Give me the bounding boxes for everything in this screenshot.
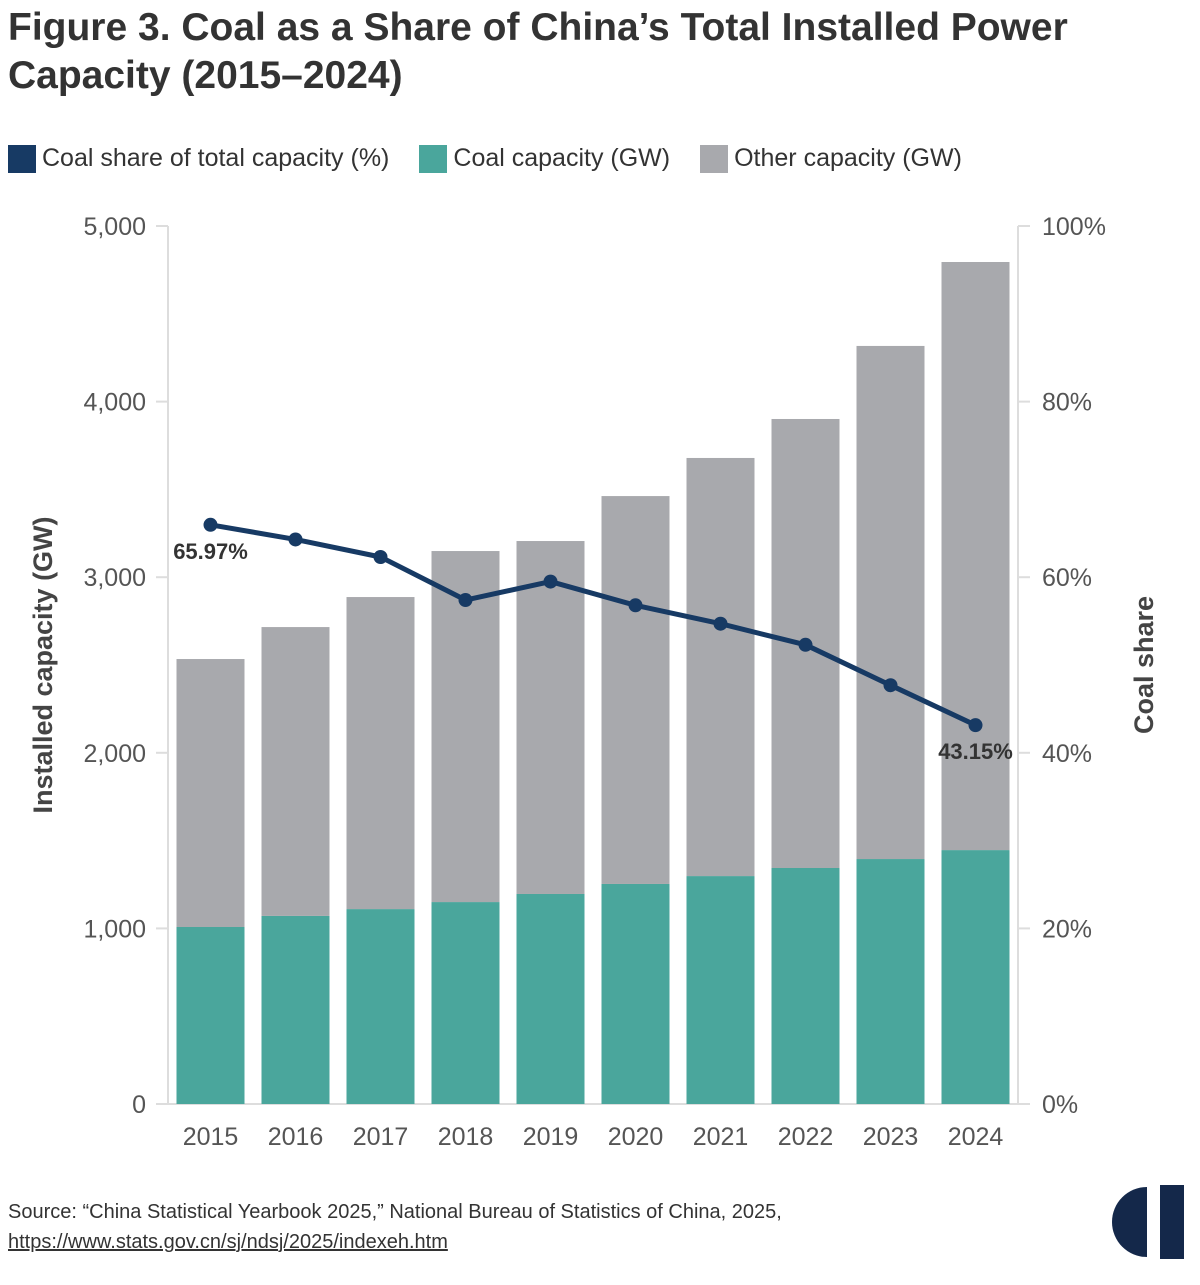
bar-other-2018 [431,551,500,903]
coal-share-point-2022 [798,637,813,652]
y2-tick-label: 40% [1042,740,1092,768]
source-text: Source: “China Statistical Yearbook 2025… [8,1201,782,1223]
coal-share-point-2021 [713,616,728,631]
x-tick-label: 2024 [948,1123,1004,1151]
chart-title: Figure 3. Coal as a Share of China’s Tot… [8,6,1068,97]
x-tick-label: 2019 [523,1123,579,1151]
legend-swatch [8,144,36,173]
bar-other-2023 [856,345,925,860]
bar-coal-2016 [261,915,330,1104]
bar-coal-2020 [601,883,670,1104]
bar-other-2020 [601,496,670,884]
legend-swatch [419,144,448,173]
coal-share-point-2024 [968,718,983,733]
y2-tick-label: 60% [1042,564,1092,592]
bar-coal-2024 [941,850,1010,1104]
coal-share-point-2020 [628,598,643,613]
y-tick-label: 3,000 [83,564,146,592]
y2-tick-label: 20% [1042,915,1092,943]
x-tick-label: 2015 [183,1123,239,1151]
y2-tick-label: 80% [1042,389,1092,417]
coal-share-point-2016 [288,532,303,547]
legend-label: Coal capacity (GW) [453,144,671,172]
x-tick-label: 2022 [778,1123,834,1151]
bar-other-2024 [941,261,1010,851]
bar-coal-2022 [771,867,840,1104]
legend: Coal share of total capacity (%) Coal ca… [8,144,962,173]
x-tick-label: 2018 [438,1123,494,1151]
bar-coal-2021 [686,876,755,1104]
legend-label: Other capacity (GW) [734,144,962,172]
bar-coal-2015 [176,926,245,1104]
legend-item-coal-share: Coal share of total capacity (%) [8,144,389,173]
source-note: Source: “China Statistical Yearbook 2025… [8,1197,782,1257]
data-label-2015: 65.97% [173,539,248,564]
y-tick-label: 1,000 [83,915,146,943]
coal-share-point-2015 [203,517,218,532]
bar-other-2015 [176,659,245,927]
y-axis-title: Installed capacity (GW) [28,516,58,813]
bar-other-2019 [516,541,585,894]
bar-coal-2023 [856,859,925,1104]
bar-other-2016 [261,627,330,916]
bar-coal-2019 [516,893,585,1104]
bar-other-2017 [346,597,415,910]
coal-share-point-2023 [883,678,898,693]
bar-other-2021 [686,457,755,877]
source-link[interactable]: https://www.stats.gov.cn/sj/ndsj/2025/in… [8,1231,448,1253]
legend-swatch [700,144,729,173]
y2-tick-label: 100% [1042,213,1106,241]
x-tick-label: 2023 [863,1123,919,1151]
coal-share-point-2019 [543,574,558,589]
y-tick-label: 4,000 [83,389,146,417]
y2-tick-label: 0% [1042,1091,1078,1119]
coal-share-point-2017 [373,550,388,565]
data-label-2024: 43.15% [938,739,1013,764]
y-tick-label: 0 [132,1091,146,1119]
x-tick-label: 2017 [353,1123,409,1151]
y-tick-label: 2,000 [83,740,146,768]
x-tick-label: 2020 [608,1123,664,1151]
logo [1112,1185,1184,1259]
legend-item-coal-capacity: Coal capacity (GW) [419,144,670,173]
coal-share-line [210,522,977,728]
bar-coal-2017 [346,909,415,1104]
bar-coal-2018 [431,902,500,1104]
legend-item-other-capacity: Other capacity (GW) [700,144,962,173]
y2-axis-title: Coal share [1129,596,1159,734]
x-tick-label: 2016 [268,1123,324,1151]
x-tick-label: 2021 [693,1123,749,1151]
coal-share-point-2018 [458,593,473,608]
legend-label: Coal share of total capacity (%) [42,144,390,172]
y-tick-label: 5,000 [83,213,146,241]
